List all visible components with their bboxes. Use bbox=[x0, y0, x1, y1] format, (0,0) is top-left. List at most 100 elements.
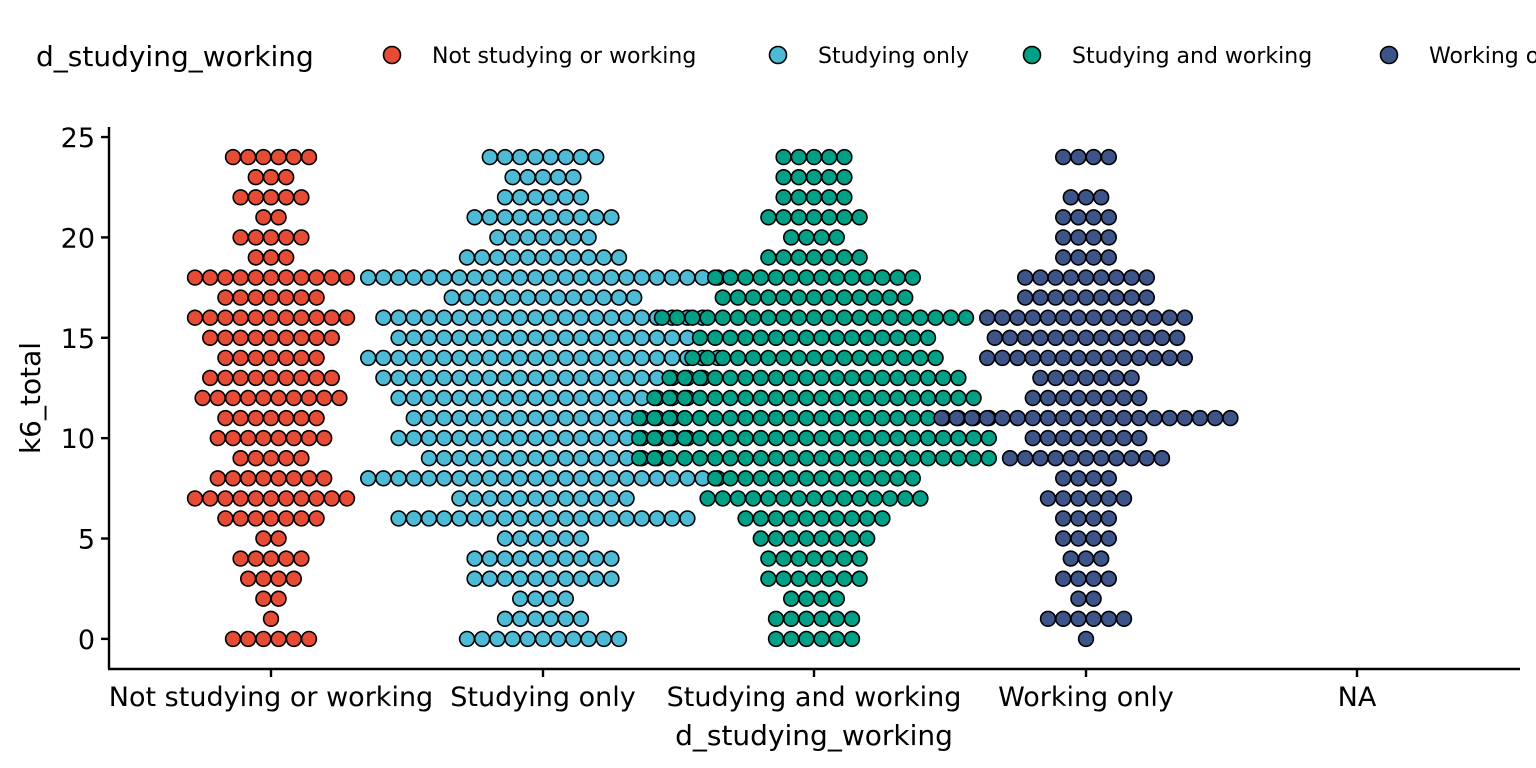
dot-studying-only-5-4 bbox=[542, 530, 559, 547]
dot-studying-and-working-5-7 bbox=[843, 530, 861, 547]
dot-studying-and-working-5-2 bbox=[767, 530, 785, 547]
dot-studying-only-14-8 bbox=[466, 349, 483, 367]
dot-studying-only-14-15 bbox=[572, 349, 590, 367]
dot-not-studying-or-working-10-5 bbox=[270, 429, 287, 447]
dot-not-studying-or-working-11-2 bbox=[232, 409, 249, 427]
dot-studying-only-10-10 bbox=[527, 429, 544, 447]
dot-studying-only-15-17 bbox=[633, 329, 650, 346]
dot-studying-only-6-11 bbox=[542, 510, 559, 527]
dot-studying-and-working-6-9 bbox=[858, 510, 876, 527]
dot-not-studying-or-working-15-2 bbox=[217, 329, 234, 346]
dot-studying-and-working-20-3 bbox=[813, 229, 830, 246]
dot-studying-and-working-24-1 bbox=[775, 148, 792, 166]
dot-studying-only-5-2 bbox=[511, 530, 529, 547]
dot-studying-only-4-6 bbox=[542, 550, 559, 567]
dot-not-studying-or-working-7-6 bbox=[262, 490, 280, 507]
dot-not-studying-or-working-14-4 bbox=[262, 349, 280, 367]
dot-not-studying-or-working-7-3 bbox=[217, 490, 234, 507]
dot-studying-and-working-13-13 bbox=[843, 369, 861, 387]
dot-studying-and-working-8-12 bbox=[874, 470, 891, 487]
dot-studying-only-16-16 bbox=[603, 309, 620, 326]
dot-studying-and-working-5-3 bbox=[782, 530, 800, 547]
dot-studying-and-working-14-5 bbox=[744, 349, 762, 367]
dot-studying-only-8-11 bbox=[511, 470, 529, 487]
dot-studying-only-18-3 bbox=[390, 269, 407, 286]
dot-not-studying-or-working-2-1 bbox=[255, 590, 272, 607]
dot-studying-and-working-15-14 bbox=[889, 329, 906, 346]
dot-studying-and-working-12-10 bbox=[782, 389, 800, 407]
dot-not-studying-or-working-20-4 bbox=[278, 229, 295, 246]
dot-studying-and-working-5-6 bbox=[828, 530, 845, 547]
dot-not-studying-or-working-10-1 bbox=[209, 429, 227, 447]
dot-studying-and-working-13-16 bbox=[889, 369, 906, 387]
dot-studying-and-working-6-3 bbox=[767, 510, 785, 527]
dot-not-studying-or-working-5-1 bbox=[255, 530, 272, 547]
dot-studying-and-working-6-2 bbox=[752, 510, 769, 527]
dot-working-only-12-1 bbox=[1024, 389, 1042, 407]
dot-working-only-24-4 bbox=[1100, 148, 1118, 166]
dot-working-only-8-4 bbox=[1100, 470, 1118, 487]
dot-not-studying-or-working-17-7 bbox=[308, 289, 325, 306]
dot-studying-and-working-13-14 bbox=[858, 369, 876, 387]
dot-not-studying-or-working-7-8 bbox=[293, 490, 310, 507]
dot-studying-only-13-10 bbox=[511, 369, 529, 387]
dot-studying-and-working-9-9 bbox=[752, 450, 769, 467]
dot-studying-only-6-1 bbox=[390, 510, 407, 527]
dot-studying-and-working-22-4 bbox=[820, 189, 838, 206]
dot-studying-only-16-4 bbox=[420, 309, 438, 326]
dot-studying-and-working-7-7 bbox=[790, 490, 807, 507]
dot-studying-and-working-15-13 bbox=[874, 329, 891, 346]
dot-working-only-19-3 bbox=[1085, 249, 1102, 266]
dot-studying-only-13-9 bbox=[496, 369, 514, 387]
dot-studying-only-10-12 bbox=[557, 429, 574, 447]
dot-studying-only-14-12 bbox=[527, 349, 544, 367]
dot-studying-and-working-18-9 bbox=[828, 269, 845, 286]
dot-studying-and-working-13-19 bbox=[934, 369, 952, 387]
dot-studying-and-working-10-5 bbox=[691, 429, 709, 447]
dot-studying-only-1-2 bbox=[511, 610, 529, 627]
dot-working-only-9-7 bbox=[1092, 450, 1110, 467]
dot-studying-and-working-14-1 bbox=[684, 349, 701, 367]
dot-studying-only-15-8 bbox=[496, 329, 514, 346]
dot-working-only-3-1 bbox=[1054, 570, 1072, 587]
dot-studying-only-6-8 bbox=[496, 510, 514, 527]
dot-working-only-9-5 bbox=[1062, 450, 1080, 467]
dot-not-studying-or-working-8-2 bbox=[224, 470, 242, 487]
dot-studying-and-working-24-4 bbox=[820, 148, 838, 166]
dot-working-only-3-2 bbox=[1070, 570, 1087, 587]
dot-not-studying-or-working-12-2 bbox=[209, 389, 227, 407]
dot-studying-only-8-19 bbox=[633, 470, 650, 487]
dot-not-studying-or-working-15-8 bbox=[308, 329, 325, 346]
dot-working-only-11-3 bbox=[963, 409, 981, 427]
dot-studying-and-working-13-3 bbox=[691, 369, 709, 387]
dot-studying-only-7-1 bbox=[451, 490, 468, 507]
dot-studying-and-working-9-2 bbox=[646, 450, 663, 467]
dot-studying-and-working-1-3 bbox=[798, 610, 815, 627]
dot-studying-only-21-9 bbox=[587, 209, 605, 226]
dot-studying-only-11-1 bbox=[405, 409, 422, 427]
dot-not-studying-or-working-9-1 bbox=[232, 450, 249, 467]
dot-studying-and-working-1-2 bbox=[782, 610, 800, 627]
dot-not-studying-or-working-15-9 bbox=[323, 329, 340, 346]
dot-working-only-5-2 bbox=[1070, 530, 1087, 547]
dot-studying-and-working-8-3 bbox=[737, 470, 754, 487]
dot-studying-only-10-2 bbox=[405, 429, 422, 447]
dot-working-only-4-3 bbox=[1092, 550, 1110, 567]
dot-studying-and-working-6-10 bbox=[874, 510, 891, 527]
dot-studying-only-0-2 bbox=[474, 630, 491, 648]
dot-studying-only-12-4 bbox=[436, 389, 453, 407]
dot-studying-and-working-20-2 bbox=[798, 229, 815, 246]
dot-studying-only-19-3 bbox=[489, 249, 506, 266]
dot-studying-and-working-10-6 bbox=[706, 429, 724, 447]
dot-studying-and-working-23-4 bbox=[820, 169, 838, 186]
dot-studying-and-working-17-10 bbox=[851, 289, 868, 306]
dot-not-studying-or-working-16-2 bbox=[202, 309, 219, 326]
dot-studying-only-18-4 bbox=[405, 269, 422, 286]
dot-studying-only-19-2 bbox=[474, 249, 491, 266]
dot-studying-only-14-20 bbox=[648, 349, 666, 367]
dot-studying-and-working-14-13 bbox=[866, 349, 883, 367]
dot-not-studying-or-working-15-5 bbox=[262, 329, 280, 346]
dot-working-only-14-2 bbox=[994, 349, 1011, 367]
dot-not-studying-or-working-24-2 bbox=[240, 148, 257, 166]
dot-studying-and-working-8-10 bbox=[843, 470, 861, 487]
